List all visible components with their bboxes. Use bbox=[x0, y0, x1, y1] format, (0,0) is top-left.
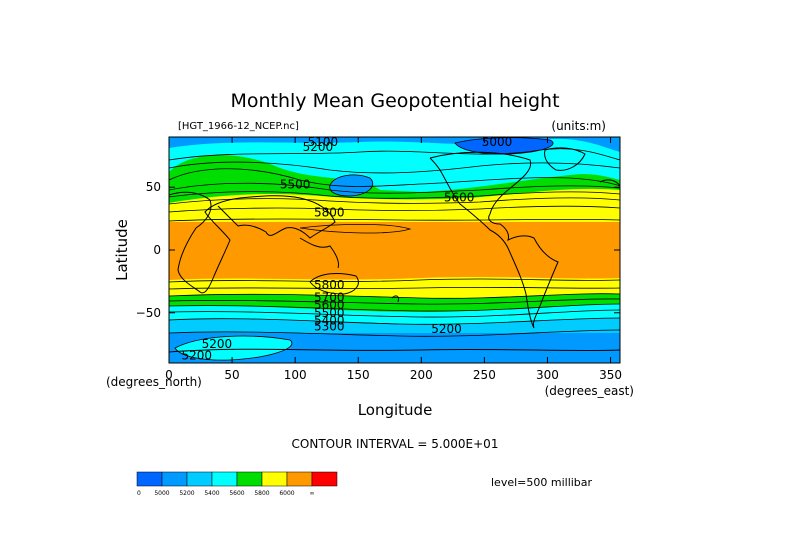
colorbar-label: 6000 bbox=[279, 490, 294, 497]
x-tick-label: 250 bbox=[473, 368, 496, 382]
contour-label: 5300 bbox=[314, 320, 345, 334]
contour-label: 5200 bbox=[181, 348, 212, 362]
colorbar: 0 5000 5200 5400 5600 5800 6000 ∞ bbox=[136, 471, 338, 497]
contour-lines bbox=[169, 137, 620, 361]
coastlines bbox=[169, 147, 620, 353]
y-axis: −50 0 50 bbox=[136, 180, 620, 320]
band-5400-5600-south bbox=[169, 293, 620, 312]
colorbar-swatch bbox=[136, 471, 163, 487]
contour-label: 5600 bbox=[444, 190, 475, 204]
x-tick-label: 0 bbox=[165, 368, 173, 382]
colorbar-label: 5600 bbox=[229, 490, 244, 497]
chart-title: Monthly Mean Geopotential height bbox=[230, 90, 559, 112]
colorbar-swatch bbox=[236, 471, 263, 487]
colorbar-label: 5800 bbox=[254, 490, 269, 497]
units-label: (units:m) bbox=[551, 119, 606, 133]
colorbar-label: ∞ bbox=[310, 490, 315, 497]
contour-label: 5000 bbox=[482, 135, 513, 149]
contour-labels: 5100 500052005500560058005800570056005500… bbox=[181, 135, 512, 362]
contour-label: 5200 bbox=[431, 322, 462, 336]
x-axis-label: Longitude bbox=[358, 401, 433, 419]
colorbar-swatch bbox=[186, 471, 213, 487]
x-axis: 0 50 100 150 200 250 300 350 bbox=[165, 137, 622, 382]
x-tick-label: 100 bbox=[284, 368, 307, 382]
contour-label: 5400 bbox=[314, 313, 345, 327]
colorbar-swatch bbox=[311, 471, 338, 487]
contour-label: 5500 bbox=[280, 178, 311, 192]
x-tick-label: 350 bbox=[599, 368, 622, 382]
contour-label: 5600 bbox=[314, 298, 345, 312]
cyan-patch-south bbox=[175, 336, 292, 361]
colorbar-label: 5400 bbox=[204, 490, 219, 497]
y-tick-label: 0 bbox=[153, 243, 161, 257]
x-tick-label: 150 bbox=[347, 368, 370, 382]
contour-label: 5100 bbox=[308, 135, 339, 149]
colorbar-swatch bbox=[161, 471, 188, 487]
x-tick-label: 200 bbox=[410, 368, 433, 382]
contour-label: 5800 bbox=[314, 278, 345, 292]
x-tick-label: 300 bbox=[536, 368, 559, 382]
y-unit-label: (degrees_north) bbox=[106, 375, 202, 389]
colorbar-label: 0 bbox=[137, 490, 141, 497]
file-label: [HGT_1966-12_NCEP.nc] bbox=[178, 121, 299, 132]
band-5000-5200-south bbox=[169, 318, 620, 333]
contour-label: 5500 bbox=[314, 306, 345, 320]
colorbar-label: 5200 bbox=[179, 490, 194, 497]
colorbar-swatch bbox=[261, 471, 288, 487]
contour-label: 5200 bbox=[202, 337, 233, 351]
x-tick-label: 50 bbox=[224, 368, 239, 382]
colorbar-swatch bbox=[211, 471, 238, 487]
band-5800-6000-tropics bbox=[169, 222, 620, 282]
level-label: level=500 millibar bbox=[491, 476, 593, 489]
x-unit-label: (degrees_east) bbox=[545, 384, 634, 398]
band-below-5000-north bbox=[455, 137, 554, 155]
contour-label: 5700 bbox=[314, 291, 345, 305]
y-tick-label: −50 bbox=[136, 306, 161, 320]
contour-label: 5200 bbox=[303, 140, 334, 154]
contour-label: 5800 bbox=[314, 205, 345, 219]
y-tick-label: 50 bbox=[146, 180, 161, 194]
plot-area bbox=[169, 137, 620, 363]
contour-interval-label: CONTOUR INTERVAL = 5.000E+01 bbox=[292, 437, 499, 451]
y-axis-label: Latitude bbox=[113, 219, 131, 281]
colorbar-label: 5000 bbox=[154, 490, 169, 497]
colorbar-swatch bbox=[286, 471, 313, 487]
